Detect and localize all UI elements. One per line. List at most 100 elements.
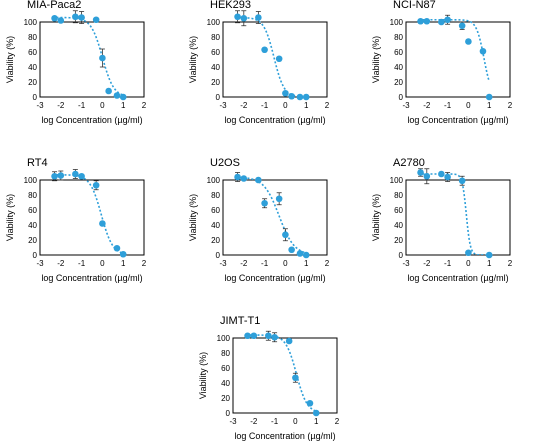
data-point bbox=[261, 199, 268, 207]
data-point bbox=[485, 93, 493, 101]
y-tick-label: 0 bbox=[33, 93, 38, 102]
y-tick-label: 20 bbox=[28, 236, 37, 245]
y-tick-label: 0 bbox=[33, 251, 38, 260]
y-tick-label: 0 bbox=[216, 251, 221, 260]
x-tick-label: 1 bbox=[314, 417, 319, 426]
data-point bbox=[444, 16, 451, 24]
y-tick-label: 20 bbox=[221, 394, 230, 403]
plot-frame bbox=[39, 21, 145, 98]
y-tick-label: 80 bbox=[211, 191, 220, 200]
x-axis-label: log Concentration (µg/ml) bbox=[41, 115, 142, 125]
data-point bbox=[438, 18, 445, 26]
x-tick-label: 2 bbox=[335, 417, 340, 426]
y-axis-label: Viability (%) bbox=[371, 36, 381, 83]
x-axis-label: log Concentration (µg/ml) bbox=[224, 115, 325, 125]
data-point bbox=[72, 13, 79, 21]
chart-title: HEK293 bbox=[210, 0, 251, 11]
data-point bbox=[296, 250, 304, 257]
plot-frame bbox=[405, 179, 511, 256]
chart-title: RT4 bbox=[27, 157, 48, 169]
data-point bbox=[244, 332, 251, 340]
data-point bbox=[296, 93, 304, 101]
x-tick-label: 1 bbox=[121, 101, 126, 110]
data-point bbox=[302, 93, 310, 101]
x-tick-label: 0 bbox=[466, 259, 471, 268]
y-tick-label: 100 bbox=[390, 18, 404, 27]
data-point bbox=[465, 38, 472, 45]
y-tick-label: 60 bbox=[221, 364, 230, 373]
chart-title: NCI-N87 bbox=[393, 0, 436, 11]
y-tick-label: 60 bbox=[211, 206, 220, 215]
data-point bbox=[282, 89, 289, 97]
y-tick-label: 40 bbox=[28, 63, 37, 72]
y-tick-label: 20 bbox=[211, 78, 220, 87]
y-tick-label: 80 bbox=[211, 33, 220, 42]
fit-curve bbox=[235, 16, 307, 97]
plot-frame bbox=[222, 179, 328, 256]
data-point bbox=[51, 172, 58, 180]
y-axis-label: Viability (%) bbox=[188, 36, 198, 83]
y-tick-label: 80 bbox=[28, 33, 37, 42]
x-tick-label: 0 bbox=[466, 101, 471, 110]
x-tick-label: -2 bbox=[240, 259, 248, 268]
y-tick-label: 100 bbox=[217, 334, 231, 343]
data-point bbox=[92, 181, 100, 189]
plot-frame bbox=[39, 179, 145, 256]
y-tick-label: 60 bbox=[211, 48, 220, 57]
x-tick-label: 2 bbox=[325, 259, 330, 268]
data-point bbox=[119, 250, 127, 258]
data-point bbox=[57, 17, 65, 24]
y-axis-label: Viability (%) bbox=[5, 36, 15, 83]
x-tick-label: 1 bbox=[304, 259, 309, 268]
x-tick-label: -1 bbox=[261, 101, 269, 110]
data-point bbox=[99, 54, 106, 62]
y-tick-label: 0 bbox=[399, 251, 404, 260]
y-tick-label: 40 bbox=[28, 221, 37, 230]
x-tick-label: -3 bbox=[229, 417, 237, 426]
data-point bbox=[275, 55, 283, 63]
x-axis-label: log Concentration (µg/ml) bbox=[407, 273, 508, 283]
y-tick-label: 100 bbox=[390, 176, 404, 185]
x-tick-label: -3 bbox=[36, 259, 44, 268]
x-tick-label: -2 bbox=[240, 101, 248, 110]
fit-curve bbox=[235, 176, 307, 254]
data-point bbox=[292, 374, 299, 382]
data-point bbox=[458, 177, 466, 185]
data-point bbox=[240, 175, 248, 182]
x-axis-label: log Concentration (µg/ml) bbox=[234, 431, 335, 441]
data-point bbox=[78, 14, 85, 21]
x-tick-label: -2 bbox=[250, 417, 258, 426]
x-tick-label: 0 bbox=[100, 101, 105, 110]
x-tick-label: 1 bbox=[304, 101, 309, 110]
data-point bbox=[444, 173, 451, 181]
x-tick-label: -2 bbox=[57, 101, 65, 110]
x-tick-label: -3 bbox=[219, 259, 227, 268]
x-tick-label: -1 bbox=[271, 417, 279, 426]
y-tick-label: 0 bbox=[226, 409, 231, 418]
x-tick-label: -1 bbox=[444, 259, 452, 268]
x-tick-label: 2 bbox=[142, 259, 147, 268]
data-point bbox=[423, 17, 431, 25]
y-axis-label: Viability (%) bbox=[5, 194, 15, 241]
y-tick-label: 80 bbox=[394, 33, 403, 42]
fit-curve bbox=[418, 18, 490, 82]
y-tick-label: 20 bbox=[28, 78, 37, 87]
y-tick-label: 40 bbox=[394, 221, 403, 230]
fit-curve bbox=[52, 173, 124, 255]
y-tick-label: 40 bbox=[211, 221, 220, 230]
x-tick-label: 1 bbox=[487, 101, 492, 110]
data-point bbox=[255, 14, 262, 21]
y-tick-label: 60 bbox=[28, 48, 37, 57]
x-tick-label: 2 bbox=[508, 101, 513, 110]
data-point bbox=[57, 172, 65, 179]
x-axis-label: log Concentration (µg/ml) bbox=[224, 273, 325, 283]
data-point bbox=[261, 46, 268, 54]
y-tick-label: 100 bbox=[24, 176, 38, 185]
y-tick-label: 100 bbox=[207, 18, 221, 27]
x-tick-label: 1 bbox=[487, 259, 492, 268]
